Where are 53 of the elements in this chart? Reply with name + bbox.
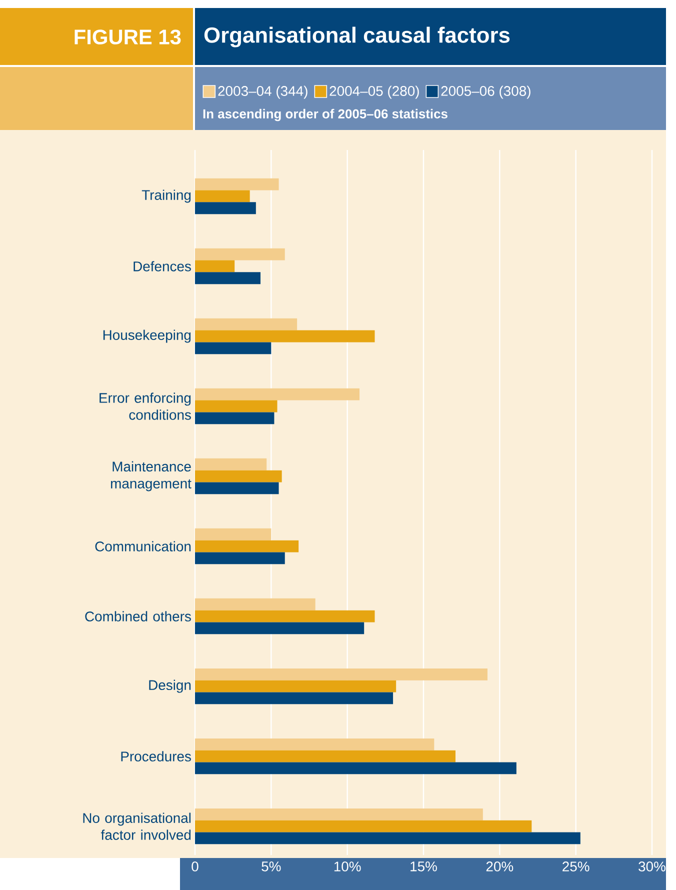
bar bbox=[195, 260, 235, 272]
bar bbox=[195, 680, 396, 692]
bar bbox=[195, 598, 316, 610]
bar bbox=[195, 330, 375, 342]
legend-label: 2005–06 (308) bbox=[441, 86, 530, 99]
bar bbox=[195, 190, 250, 202]
caption: FIGURE 13 bbox=[74, 30, 181, 44]
bar bbox=[195, 248, 285, 260]
legend-label: 2003–04 (344) bbox=[218, 86, 308, 99]
bar bbox=[195, 668, 488, 680]
bar bbox=[195, 762, 516, 774]
y-tick-label: Housekeeping bbox=[103, 330, 191, 343]
y-tick-label: Defences bbox=[134, 261, 191, 272]
bar bbox=[195, 528, 272, 540]
x-tick-label: 10% bbox=[334, 862, 361, 872]
bar bbox=[195, 272, 260, 284]
bar bbox=[195, 610, 375, 622]
bar bbox=[195, 342, 272, 354]
x-tick-label: 20% bbox=[486, 862, 514, 872]
bar bbox=[195, 318, 298, 330]
chart-subtitle: In ascending order of 2005–06 statistics bbox=[203, 108, 448, 122]
bar bbox=[195, 808, 483, 820]
bar bbox=[195, 832, 580, 844]
y-tick-label: Training bbox=[142, 190, 191, 203]
y-tick-label: Error enforcing conditions bbox=[100, 392, 191, 420]
bar bbox=[195, 552, 285, 564]
legend-label: 2004–05 (280) bbox=[330, 86, 419, 99]
bar bbox=[195, 470, 282, 482]
bar bbox=[195, 540, 299, 552]
x-tick-label: 15% bbox=[410, 862, 437, 872]
bar bbox=[195, 458, 267, 470]
bar bbox=[195, 482, 279, 494]
bar bbox=[195, 622, 364, 634]
x-tick-label: 25% bbox=[562, 862, 590, 872]
y-tick-label: Procedures bbox=[121, 751, 191, 762]
y-tick-label: Maintenance management bbox=[110, 461, 192, 492]
y-tick-label: Communication bbox=[95, 541, 191, 552]
bar bbox=[195, 178, 279, 190]
bar bbox=[195, 400, 278, 412]
bar bbox=[195, 692, 394, 704]
bar bbox=[195, 202, 256, 214]
y-tick-label: Combined others bbox=[85, 611, 191, 622]
bar bbox=[195, 738, 434, 750]
x-tick-label: 30% bbox=[638, 862, 666, 872]
bar bbox=[195, 750, 456, 762]
bar bbox=[195, 820, 532, 832]
bar bbox=[195, 388, 360, 400]
bar bbox=[195, 412, 274, 424]
x-tick-label: 0 bbox=[192, 862, 198, 872]
y-tick-label: No organisational factor involved bbox=[83, 812, 191, 840]
chart-title: Organisational causal factors bbox=[204, 26, 510, 48]
y-tick-label: Design bbox=[149, 680, 191, 693]
x-tick-label: 5% bbox=[262, 862, 281, 872]
